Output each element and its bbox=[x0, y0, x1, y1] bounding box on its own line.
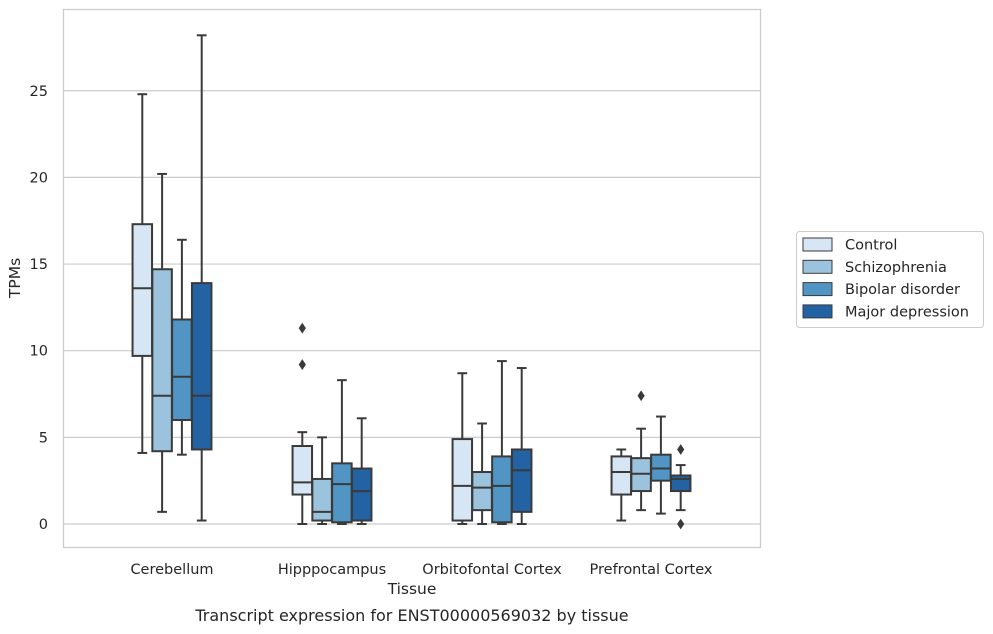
box-major-depression bbox=[190, 34, 213, 522]
box-iqr bbox=[291, 445, 314, 496]
x-tick-label: Cerebellum bbox=[130, 562, 213, 578]
legend-label: Control bbox=[845, 238, 897, 254]
box-iqr bbox=[190, 282, 213, 451]
outlier-point bbox=[298, 322, 306, 334]
y-tick-label: 15 bbox=[30, 257, 48, 273]
box-series bbox=[131, 34, 692, 530]
outlier-point bbox=[298, 359, 306, 370]
box-bipolar-disorder bbox=[171, 238, 193, 456]
box-bipolar-disorder bbox=[650, 415, 672, 515]
y-tick-label: 0 bbox=[39, 517, 48, 533]
y-tick-label: 10 bbox=[30, 344, 48, 360]
box-major-depression bbox=[350, 417, 373, 525]
box-iqr bbox=[610, 455, 633, 496]
legend-label: Major depression bbox=[845, 304, 969, 320]
y-tick-label: 5 bbox=[39, 430, 48, 446]
box-iqr bbox=[491, 455, 513, 524]
legend-swatch bbox=[802, 259, 833, 274]
box-iqr bbox=[350, 467, 373, 522]
box-schizophrenia bbox=[151, 172, 173, 513]
box-schizophrenia bbox=[471, 422, 493, 525]
outlier-point bbox=[677, 444, 685, 455]
x-tick-label: Prefrontal Cortex bbox=[590, 562, 713, 578]
y-tick-label: 20 bbox=[30, 170, 48, 186]
y-tick-labels: 0 5 10 15 20 25 bbox=[30, 84, 48, 533]
outlier-point bbox=[637, 390, 645, 402]
box-bipolar-disorder bbox=[331, 379, 353, 525]
y-axis-label: TPMs bbox=[6, 258, 24, 299]
box-control bbox=[451, 372, 474, 525]
legend-label: Bipolar disorder bbox=[845, 282, 960, 298]
x-tick-labels: Cerebellum Hipppocampus Orbitofontal Corte… bbox=[130, 562, 712, 578]
box-iqr bbox=[510, 448, 533, 513]
legend-label: Schizophrenia bbox=[845, 260, 947, 276]
box-schizophrenia bbox=[630, 390, 652, 512]
box-iqr bbox=[669, 474, 692, 493]
legend-swatch bbox=[802, 237, 833, 252]
box-control bbox=[291, 322, 314, 525]
x-tick-label: Hipppocampus bbox=[278, 562, 386, 578]
box-iqr bbox=[151, 268, 173, 453]
legend-swatch bbox=[802, 304, 833, 319]
box-iqr bbox=[471, 471, 493, 512]
legend-frame bbox=[796, 231, 984, 328]
box-iqr bbox=[331, 462, 353, 524]
box-iqr bbox=[171, 318, 193, 422]
box-iqr bbox=[311, 477, 333, 522]
legend-swatch bbox=[802, 282, 833, 297]
box-iqr bbox=[131, 223, 154, 357]
box-iqr bbox=[451, 438, 474, 522]
box-control bbox=[610, 448, 633, 522]
plot-frame bbox=[62, 8, 762, 549]
legend: Control Schizophrenia Bipolar disorder Majo… bbox=[796, 231, 984, 328]
y-tick-label: 25 bbox=[30, 84, 48, 100]
box-control bbox=[131, 93, 154, 454]
x-axis-label: Tissue bbox=[387, 580, 437, 598]
box-major-depression bbox=[669, 444, 692, 530]
outlier-point bbox=[677, 518, 685, 530]
box-major-depression bbox=[510, 367, 533, 525]
box-bipolar-disorder bbox=[491, 360, 513, 525]
chart-caption: Transcript expression for ENST0000056903… bbox=[194, 606, 628, 625]
box-schizophrenia bbox=[311, 436, 333, 525]
x-tick-label: Orbitofontal Cortex bbox=[422, 562, 562, 578]
